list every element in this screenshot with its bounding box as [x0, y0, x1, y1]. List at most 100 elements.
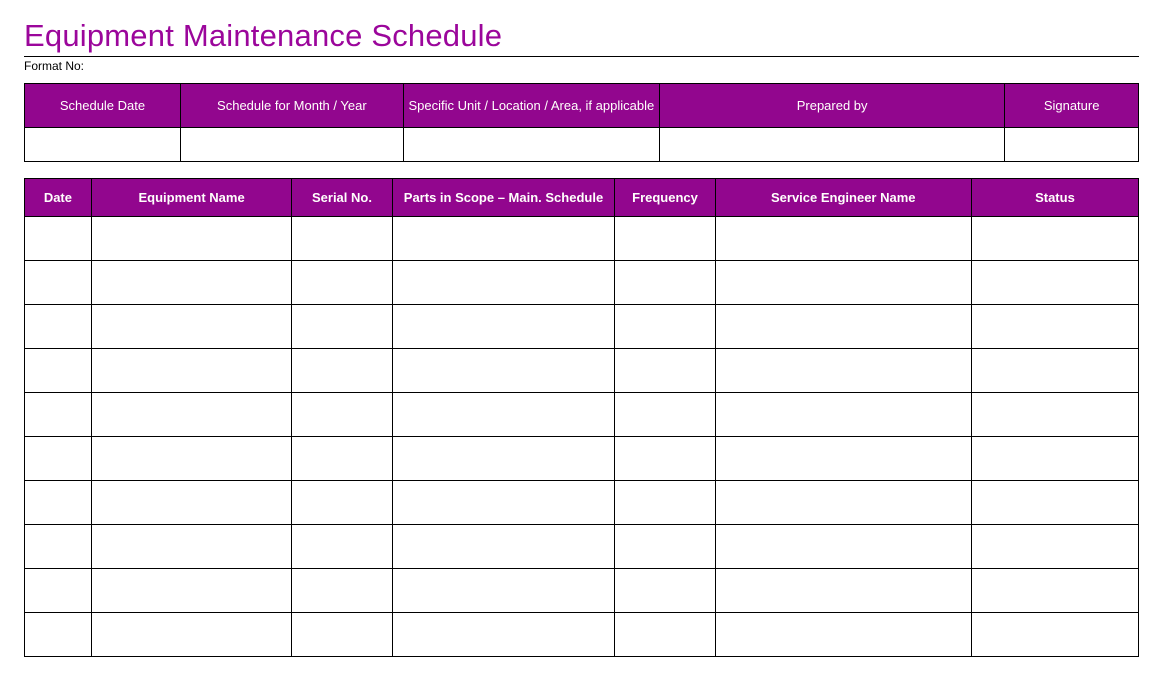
- main-cell[interactable]: [971, 481, 1138, 525]
- main-cell[interactable]: [715, 525, 971, 569]
- info-cell[interactable]: [180, 128, 403, 162]
- table-row: [25, 349, 1139, 393]
- table-row: [25, 525, 1139, 569]
- main-cell[interactable]: [91, 481, 292, 525]
- info-tbody: [25, 128, 1139, 162]
- main-cell[interactable]: [25, 349, 92, 393]
- main-cell[interactable]: [25, 305, 92, 349]
- main-cell[interactable]: [292, 481, 392, 525]
- main-cell[interactable]: [392, 481, 615, 525]
- main-cell[interactable]: [25, 481, 92, 525]
- main-cell[interactable]: [25, 569, 92, 613]
- main-cell[interactable]: [91, 305, 292, 349]
- main-cell[interactable]: [615, 393, 715, 437]
- main-cell[interactable]: [292, 569, 392, 613]
- main-cell[interactable]: [91, 525, 292, 569]
- main-cell[interactable]: [292, 437, 392, 481]
- main-cell[interactable]: [91, 349, 292, 393]
- main-cell[interactable]: [392, 305, 615, 349]
- info-cell[interactable]: [403, 128, 659, 162]
- main-cell[interactable]: [615, 349, 715, 393]
- main-cell[interactable]: [392, 217, 615, 261]
- table-row: [25, 613, 1139, 657]
- info-table: Schedule DateSchedule for Month / YearSp…: [24, 83, 1139, 162]
- table-row: [25, 569, 1139, 613]
- main-cell[interactable]: [392, 613, 615, 657]
- main-cell[interactable]: [25, 261, 92, 305]
- main-cell[interactable]: [392, 437, 615, 481]
- main-cell[interactable]: [971, 613, 1138, 657]
- info-cell[interactable]: [1005, 128, 1139, 162]
- main-cell[interactable]: [971, 349, 1138, 393]
- main-cell[interactable]: [292, 613, 392, 657]
- main-cell[interactable]: [715, 261, 971, 305]
- table-row: [25, 261, 1139, 305]
- main-cell[interactable]: [25, 217, 92, 261]
- main-cell[interactable]: [392, 393, 615, 437]
- table-row: [25, 305, 1139, 349]
- main-header-cell: Date: [25, 179, 92, 217]
- main-cell[interactable]: [615, 481, 715, 525]
- main-cell[interactable]: [91, 261, 292, 305]
- page-title: Equipment Maintenance Schedule: [24, 18, 1139, 54]
- info-thead: Schedule DateSchedule for Month / YearSp…: [25, 84, 1139, 128]
- main-cell[interactable]: [615, 569, 715, 613]
- main-thead: DateEquipment NameSerial No.Parts in Sco…: [25, 179, 1139, 217]
- main-header-cell: Status: [971, 179, 1138, 217]
- main-cell[interactable]: [392, 569, 615, 613]
- table-row: [25, 217, 1139, 261]
- main-cell[interactable]: [392, 349, 615, 393]
- main-cell[interactable]: [615, 261, 715, 305]
- main-cell[interactable]: [715, 481, 971, 525]
- main-cell[interactable]: [91, 569, 292, 613]
- main-cell[interactable]: [292, 261, 392, 305]
- main-cell[interactable]: [615, 613, 715, 657]
- main-cell[interactable]: [971, 305, 1138, 349]
- main-cell[interactable]: [615, 217, 715, 261]
- info-header-cell: Signature: [1005, 84, 1139, 128]
- info-header-cell: Schedule for Month / Year: [180, 84, 403, 128]
- main-cell[interactable]: [392, 261, 615, 305]
- main-cell[interactable]: [715, 349, 971, 393]
- info-cell[interactable]: [659, 128, 1004, 162]
- main-cell[interactable]: [615, 437, 715, 481]
- table-row: [25, 481, 1139, 525]
- main-cell[interactable]: [971, 217, 1138, 261]
- main-cell[interactable]: [292, 217, 392, 261]
- info-header-cell: Prepared by: [659, 84, 1004, 128]
- main-cell[interactable]: [971, 393, 1138, 437]
- main-cell[interactable]: [615, 525, 715, 569]
- info-header-cell: Schedule Date: [25, 84, 181, 128]
- main-cell[interactable]: [715, 613, 971, 657]
- main-cell[interactable]: [292, 393, 392, 437]
- main-cell[interactable]: [91, 613, 292, 657]
- table-spacer: [24, 162, 1139, 178]
- main-header-cell: Parts in Scope – Main. Schedule: [392, 179, 615, 217]
- format-number-label: Format No:: [24, 56, 1139, 73]
- main-cell[interactable]: [971, 525, 1138, 569]
- main-cell[interactable]: [25, 437, 92, 481]
- main-cell[interactable]: [715, 569, 971, 613]
- main-cell[interactable]: [715, 305, 971, 349]
- main-cell[interactable]: [971, 437, 1138, 481]
- main-cell[interactable]: [25, 613, 92, 657]
- info-cell[interactable]: [25, 128, 181, 162]
- main-cell[interactable]: [615, 305, 715, 349]
- main-cell[interactable]: [91, 217, 292, 261]
- table-row: [25, 437, 1139, 481]
- main-cell[interactable]: [292, 349, 392, 393]
- main-cell[interactable]: [292, 525, 392, 569]
- main-header-cell: Serial No.: [292, 179, 392, 217]
- main-cell[interactable]: [91, 393, 292, 437]
- main-cell[interactable]: [715, 217, 971, 261]
- main-cell[interactable]: [25, 393, 92, 437]
- main-header-cell: Frequency: [615, 179, 715, 217]
- main-cell[interactable]: [715, 437, 971, 481]
- main-cell[interactable]: [392, 525, 615, 569]
- main-cell[interactable]: [971, 261, 1138, 305]
- main-cell[interactable]: [292, 305, 392, 349]
- main-cell[interactable]: [25, 525, 92, 569]
- main-cell[interactable]: [91, 437, 292, 481]
- main-cell[interactable]: [971, 569, 1138, 613]
- main-cell[interactable]: [715, 393, 971, 437]
